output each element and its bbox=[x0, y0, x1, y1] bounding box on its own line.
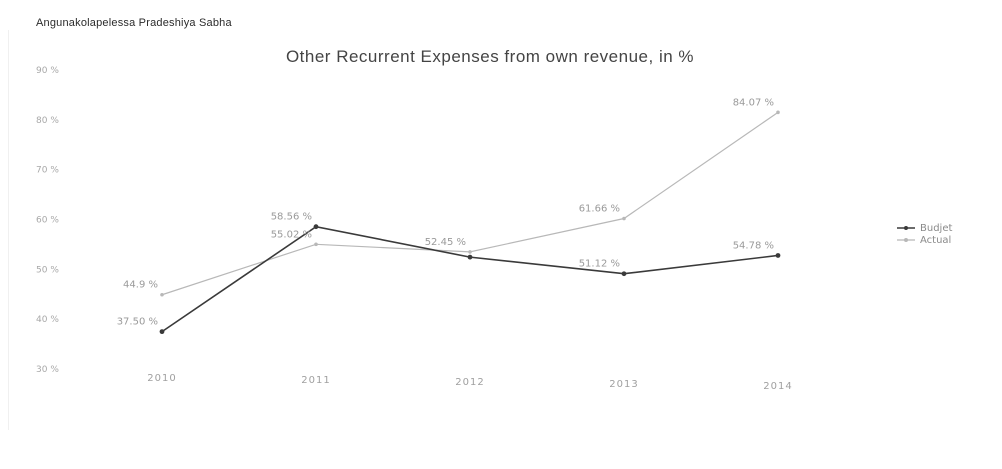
x-tick-label: 2010 bbox=[147, 373, 176, 384]
page-heading: Angunakolapelessa Pradeshiya Sabha bbox=[36, 17, 232, 29]
page-left-border bbox=[8, 30, 9, 430]
y-tick-label: 50 % bbox=[36, 265, 59, 275]
data-point-actual bbox=[776, 110, 780, 115]
data-label: 52.45 % bbox=[425, 237, 466, 248]
data-point-actual bbox=[314, 242, 318, 247]
series-line-actual bbox=[161, 111, 779, 296]
data-point-actual bbox=[468, 250, 472, 254]
y-tick-label: 40 % bbox=[36, 315, 59, 325]
legend-marker-budjet bbox=[904, 226, 908, 230]
data-label: 55.02 % bbox=[271, 229, 312, 240]
series-line-budjet bbox=[161, 225, 779, 333]
data-point-budjet bbox=[159, 329, 165, 335]
legend-marker-actual bbox=[904, 238, 908, 242]
data-label: 61.66 % bbox=[579, 204, 620, 215]
x-tick-label: 2011 bbox=[301, 375, 330, 386]
chart-title: Other Recurrent Expenses from own revenu… bbox=[285, 47, 695, 66]
data-label: 84.07 % bbox=[733, 97, 774, 108]
y-tick-label: 60 % bbox=[36, 216, 59, 226]
data-point-budjet bbox=[313, 224, 319, 230]
legend-label-actual: Actual bbox=[920, 235, 951, 246]
data-label: 58.56 % bbox=[271, 212, 312, 223]
x-tick-label: 2014 bbox=[763, 381, 792, 392]
data-point-budjet bbox=[467, 254, 473, 260]
data-point-actual bbox=[622, 216, 626, 221]
data-label: 51.12 % bbox=[579, 259, 620, 270]
legend-label-budjet: Budjet bbox=[920, 223, 952, 234]
data-point-budjet bbox=[621, 271, 627, 277]
y-tick-label: 80 % bbox=[36, 116, 59, 126]
data-point-budjet bbox=[775, 253, 781, 258]
x-tick-label: 2013 bbox=[609, 379, 638, 390]
y-tick-label: 30 % bbox=[36, 365, 59, 375]
y-tick-label: 90 % bbox=[36, 66, 59, 76]
x-tick-label: 2012 bbox=[455, 377, 484, 388]
data-label: 37.50 % bbox=[117, 317, 158, 328]
data-label: 54.78 % bbox=[733, 240, 774, 251]
y-tick-label: 70 % bbox=[36, 166, 59, 176]
data-label: 44.9 % bbox=[123, 280, 158, 291]
data-point-actual bbox=[160, 292, 164, 297]
